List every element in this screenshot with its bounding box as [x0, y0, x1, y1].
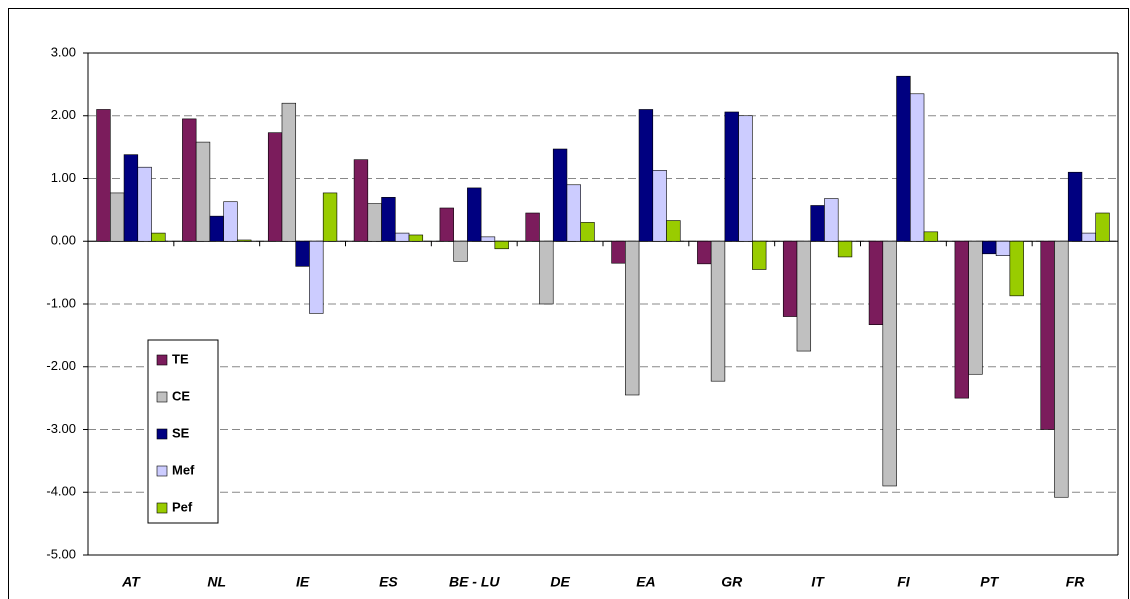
bar: [824, 198, 839, 242]
bar: [923, 231, 939, 242]
bar: [1009, 240, 1024, 297]
legend-swatch: [156, 465, 168, 477]
bar: [381, 197, 396, 242]
bar: [909, 93, 925, 242]
x-tick-label: FR: [1066, 574, 1086, 590]
bar: [367, 203, 382, 242]
bar: [209, 215, 224, 242]
bar: [638, 109, 654, 242]
x-tick-label: GR: [721, 574, 743, 590]
bar: [1095, 212, 1110, 242]
bar: [137, 166, 152, 242]
bar: [896, 75, 911, 242]
x-tick-label: NL: [207, 574, 226, 590]
bar: [539, 240, 554, 305]
bar: [195, 141, 211, 242]
x-tick-label: FI: [897, 574, 911, 590]
y-tick-label: -5.00: [46, 546, 76, 561]
legend-label: TE: [172, 351, 189, 366]
x-tick-label: DE: [550, 574, 570, 590]
bar: [281, 102, 297, 242]
bar: [697, 240, 712, 265]
bar: [322, 192, 338, 242]
legend-label: CE: [172, 388, 190, 403]
bar: [580, 222, 595, 242]
bar: [611, 240, 626, 264]
y-tick-label: 2.00: [51, 107, 76, 122]
x-tick-label: ES: [379, 574, 398, 590]
bar: [223, 201, 238, 242]
bar: [295, 240, 310, 267]
x-tick-label: EA: [636, 574, 655, 590]
y-tick-label: -1.00: [46, 295, 76, 310]
legend-swatch: [156, 354, 168, 366]
bar: [552, 148, 568, 242]
bar: [868, 240, 884, 326]
bar: [995, 240, 1011, 256]
bar: [982, 240, 997, 255]
bar: [796, 240, 812, 352]
bar: [480, 236, 496, 242]
bar: [525, 212, 540, 242]
bar: [752, 240, 767, 270]
bar: [968, 240, 983, 375]
x-tick-label: IE: [296, 574, 310, 590]
bar: [394, 232, 410, 242]
legend-label: Pef: [172, 499, 193, 514]
bar: [1067, 171, 1083, 242]
bar: [123, 154, 139, 242]
bar: [625, 240, 640, 396]
bar: [1040, 240, 1055, 430]
legend-swatch: [156, 428, 168, 440]
bar: [494, 240, 509, 250]
x-tick-label: AT: [121, 574, 141, 590]
legend-swatch: [156, 502, 168, 514]
bar: [710, 240, 726, 382]
bar: [408, 234, 424, 242]
legend-swatch: [156, 391, 168, 403]
bar: [453, 240, 468, 262]
y-tick-label: 0.00: [51, 233, 76, 248]
y-tick-label: -4.00: [46, 484, 76, 499]
x-tick-label: IT: [811, 574, 825, 590]
y-tick-label: -3.00: [46, 421, 76, 436]
bar: [724, 111, 739, 242]
x-tick-label: BE - LU: [449, 574, 500, 590]
bar: [439, 207, 454, 242]
legend-label: SE: [172, 425, 190, 440]
bar: [566, 184, 581, 242]
y-tick-label: 1.00: [51, 170, 76, 185]
bar: [1081, 232, 1096, 242]
bar: [96, 109, 111, 242]
bar: [666, 220, 681, 242]
legend-label: Mef: [172, 462, 195, 477]
bar: [954, 240, 969, 399]
bar: [738, 115, 753, 242]
bar: [837, 240, 853, 258]
bar: [652, 170, 667, 242]
bar: [1054, 240, 1069, 498]
bar: [237, 239, 252, 242]
bar: [353, 159, 369, 242]
bar: [782, 240, 798, 317]
y-tick-label: 3.00: [51, 44, 76, 59]
bar: [182, 118, 197, 242]
legend-box: [147, 339, 219, 524]
bar: [309, 240, 324, 314]
bar: [267, 132, 283, 242]
bar: [110, 192, 125, 242]
bar: [151, 232, 166, 242]
bar: [810, 205, 825, 242]
x-tick-label: PT: [980, 574, 999, 590]
bar: [882, 240, 897, 487]
bar: [467, 187, 482, 242]
y-tick-label: -2.00: [46, 358, 76, 373]
